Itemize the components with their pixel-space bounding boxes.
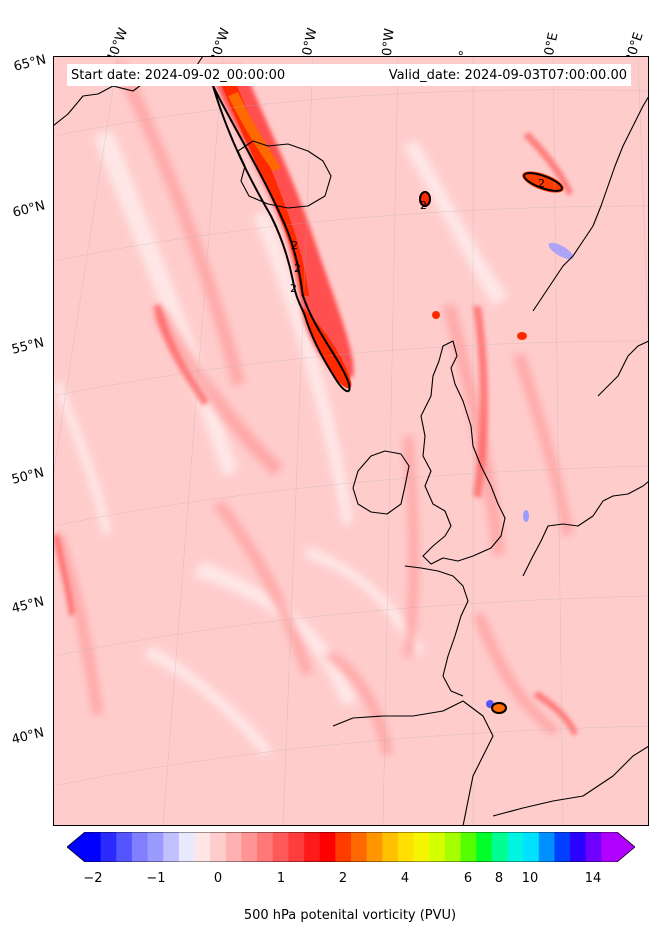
contour-2pvu xyxy=(212,85,563,714)
coast-great-britain xyxy=(420,340,506,565)
colorbar-extend-max xyxy=(617,832,635,862)
colorbar-cell xyxy=(585,832,602,862)
coast-africa xyxy=(492,745,649,817)
lat-label-65n: 65°N xyxy=(12,52,48,75)
pv-mid-bands xyxy=(53,61,573,756)
lat-label-50n: 50°N xyxy=(10,465,46,488)
pv-map: 2 2 2 2 2 xyxy=(53,56,649,826)
colorbar-tick: 4 xyxy=(400,871,410,886)
lat-label-40n: 40°N xyxy=(10,725,46,748)
colorbar-cell xyxy=(413,832,430,862)
coast-norway xyxy=(532,95,649,312)
colorbar-cell xyxy=(272,832,289,862)
colorbar-cell xyxy=(554,832,571,862)
start-date-label: Start date: 2024-09-02_00:00:00 xyxy=(71,67,286,83)
colorbar xyxy=(67,832,635,862)
contour-label: 2 xyxy=(290,282,297,295)
colorbar-cell xyxy=(538,832,555,862)
date-header: Start date: 2024-09-02_00:00:00 Valid_da… xyxy=(67,64,631,86)
colorbar-tick: 10 xyxy=(521,871,539,886)
colorbar-cell xyxy=(210,832,227,862)
colorbar-cell xyxy=(366,832,383,862)
colorbar-cell xyxy=(100,832,117,862)
coast-north-europe xyxy=(522,480,649,577)
colorbar-cell xyxy=(444,832,461,862)
colorbar-tick: −1 xyxy=(146,871,166,886)
colorbar-extend-min xyxy=(67,832,85,862)
colorbar-cell xyxy=(288,832,305,862)
colorbar-cell xyxy=(194,832,211,862)
colorbar-cell xyxy=(429,832,446,862)
colorbar-cell xyxy=(178,832,195,862)
colorbar-tick: 1 xyxy=(276,871,286,886)
colorbar-cells xyxy=(67,832,635,862)
colorbar-cell xyxy=(304,832,321,862)
colorbar-cell xyxy=(570,832,587,862)
colorbar-tick: 14 xyxy=(584,871,602,886)
colorbar-cell xyxy=(460,832,477,862)
coast-ireland xyxy=(352,450,410,515)
colorbar-cell xyxy=(131,832,148,862)
lat-label-60n: 60°N xyxy=(11,198,47,221)
colorbar-cell xyxy=(491,832,508,862)
colorbar-cell xyxy=(601,832,618,862)
colorbar-cell xyxy=(476,832,493,862)
coast-iberia xyxy=(332,700,494,826)
colorbar-cell xyxy=(335,832,352,862)
colorbar-cell xyxy=(382,832,399,862)
colorbar-tick: −2 xyxy=(83,871,103,886)
coast-sweden xyxy=(597,340,649,397)
colorbar-tick: 6 xyxy=(463,871,473,886)
contour-label: 2 xyxy=(291,239,298,252)
colorbar-tick: 0 xyxy=(213,871,223,886)
colorbar-cell xyxy=(85,832,101,862)
pv-high-bands xyxy=(53,132,578,736)
lat-label-45n: 45°N xyxy=(10,594,46,617)
colorbar-cell xyxy=(257,832,274,862)
colorbar-cell xyxy=(523,832,540,862)
coast-iceland xyxy=(237,140,332,209)
coast-france xyxy=(404,565,469,697)
contour-label: 2 xyxy=(294,262,301,275)
colorbar-cell xyxy=(397,832,414,862)
colorbar-cell xyxy=(507,832,524,862)
valid-date-label: Valid_date: 2024-09-03T07:00:00.00 xyxy=(388,67,627,83)
contour-label: 2 xyxy=(538,177,545,190)
colorbar-tick: 2 xyxy=(338,871,348,886)
colorbar-cell xyxy=(163,832,180,862)
colorbar-cell xyxy=(225,832,242,862)
colorbar-cell xyxy=(241,832,258,862)
colorbar-cell xyxy=(147,832,164,862)
colorbar-tick: 8 xyxy=(494,871,504,886)
colorbar-label: 500 hPa potenital vorticity (PVU) xyxy=(243,908,457,923)
contour-label: 2 xyxy=(420,199,427,212)
colorbar-cell xyxy=(319,832,336,862)
colorbar-cell xyxy=(351,832,367,862)
lat-label-55n: 55°N xyxy=(10,335,46,358)
graticule xyxy=(53,56,649,826)
colorbar-cell xyxy=(116,832,133,862)
coastlines xyxy=(53,56,649,826)
